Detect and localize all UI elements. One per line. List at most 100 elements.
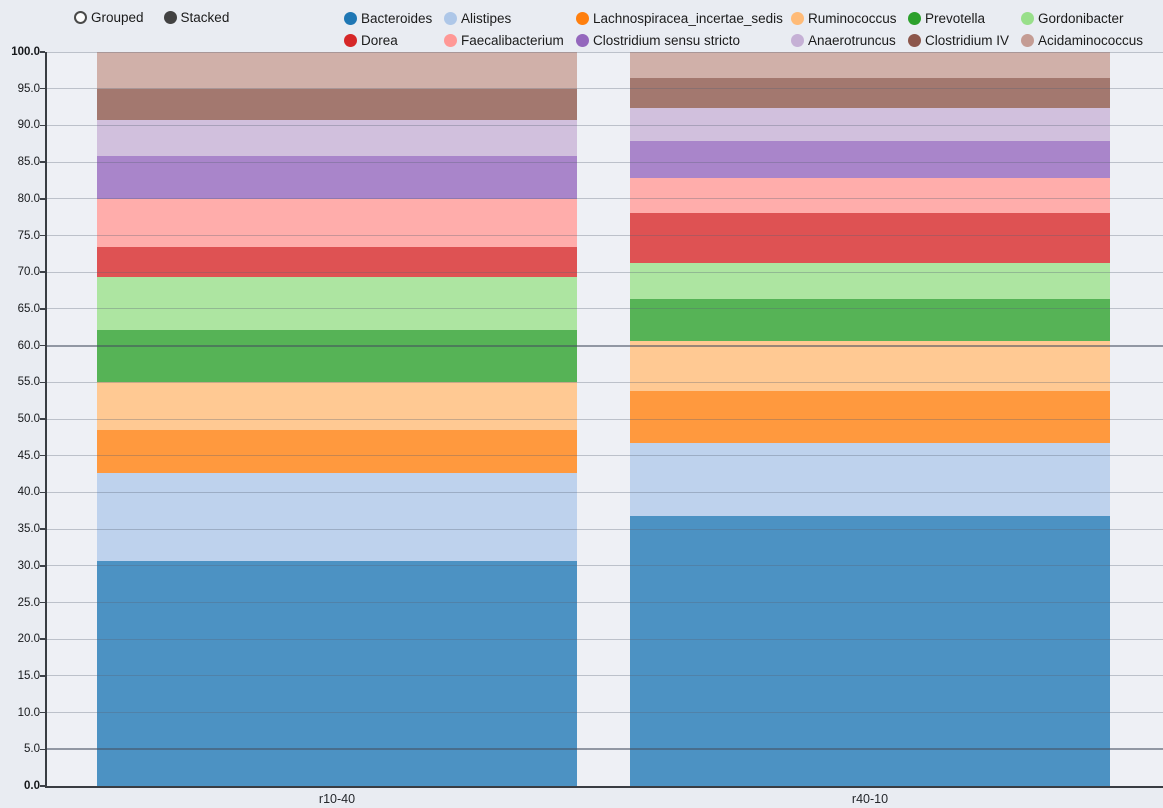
y-tick-label-25.0: 25.0	[17, 596, 40, 609]
legend-label: Anaerotruncus	[808, 32, 896, 48]
bar-segment-ruminococcus[interactable]	[630, 341, 1110, 392]
y-axis-tick	[40, 234, 45, 237]
bar-segment-faecalibacterium[interactable]	[630, 177, 1110, 213]
legend-swatch-icon	[1021, 33, 1034, 47]
x-axis-spine	[44, 785, 1163, 788]
bar-segment-gordonibacter[interactable]	[630, 262, 1110, 300]
legend-item-ruminococcus[interactable]: Ruminococcus	[791, 9, 897, 27]
bar-segment-prevotella[interactable]	[97, 330, 577, 383]
radio-selected-icon[interactable]	[163, 10, 177, 24]
mode-option-grouped[interactable]: Grouped	[74, 10, 144, 25]
y-axis-tick	[40, 161, 45, 163]
y-tick-label-100.0: 100.0	[11, 46, 40, 58]
bar-r40-10	[630, 52, 1110, 786]
legend-item-clostridium-sensu-stricto[interactable]: Clostridium sensu stricto	[576, 31, 740, 49]
y-axis-tick	[40, 381, 45, 384]
y-axis-tick	[40, 528, 45, 530]
y-axis-tick	[40, 87, 45, 90]
x-tick-label-r10-40: r10-40	[318, 792, 356, 806]
y-tick-label-5.0: 5.0	[24, 743, 40, 756]
bar-segment-bacteroides[interactable]	[97, 560, 577, 786]
legend-label: Ruminococcus	[808, 10, 897, 26]
legend-swatch-icon	[1021, 11, 1034, 25]
legend-label: Clostridium IV	[925, 32, 1010, 48]
y-tick-label-30.0: 30.0	[17, 559, 40, 572]
legend-label: Gordonibacter	[1038, 10, 1124, 26]
legend-swatch-icon	[576, 11, 589, 25]
bar-segment-clostridium-iv[interactable]	[630, 77, 1110, 108]
y-tick-label-90.0: 90.0	[17, 119, 40, 132]
bar-segment-anaerotruncus[interactable]	[97, 120, 577, 157]
legend-swatch-icon	[791, 11, 804, 25]
y-tick-label-60.0: 60.0	[17, 339, 40, 352]
y-axis-tick	[40, 198, 45, 200]
legend-item-acidaminococcus[interactable]: Acidaminococcus	[1021, 31, 1143, 49]
y-tick-label-95.0: 95.0	[17, 82, 40, 95]
legend-label: Bacteroides	[361, 10, 433, 26]
y-axis-tick	[40, 124, 45, 127]
y-axis-tick	[40, 454, 45, 457]
legend-swatch-icon	[791, 33, 804, 47]
y-tick-label-65.0: 65.0	[17, 302, 40, 315]
bar-segment-dorea[interactable]	[630, 212, 1110, 263]
y-axis-tick	[40, 675, 45, 677]
bar-segment-acidaminococcus[interactable]	[630, 52, 1110, 78]
bar-segment-lachnospiracea-incertae-sedis[interactable]	[97, 430, 577, 473]
bar-segment-bacteroides[interactable]	[630, 515, 1110, 786]
legend-item-dorea[interactable]: Dorea	[344, 31, 398, 49]
bar-segment-anaerotruncus[interactable]	[630, 107, 1110, 141]
y-tick-label-75.0: 75.0	[17, 229, 40, 242]
y-tick-label-85.0: 85.0	[17, 156, 40, 169]
bar-segment-clostridium-iv[interactable]	[97, 88, 577, 121]
y-tick-label-35.0: 35.0	[17, 523, 40, 536]
legend-label: Acidaminococcus	[1038, 32, 1144, 48]
legend-item-anaerotruncus[interactable]: Anaerotruncus	[791, 31, 896, 49]
bar-segment-alistipes[interactable]	[97, 472, 577, 561]
bar-segment-alistipes[interactable]	[630, 443, 1110, 516]
bar-segment-faecalibacterium[interactable]	[97, 198, 577, 247]
legend-label: Lachnospiracea_incertae_sedis	[593, 10, 783, 26]
y-axis-tick	[40, 711, 45, 714]
bar-segment-acidaminococcus[interactable]	[97, 52, 577, 89]
legend-swatch-icon	[444, 11, 457, 25]
y-axis-tick	[40, 344, 45, 347]
y-tick-label-55.0: 55.0	[17, 376, 40, 389]
legend-swatch-icon	[908, 33, 921, 47]
y-tick-label-50.0: 50.0	[17, 413, 40, 425]
legend-swatch-icon	[444, 33, 457, 47]
bar-segment-lachnospiracea-incertae-sedis[interactable]	[630, 391, 1110, 444]
legend-item-clostridium-iv[interactable]: Clostridium IV	[908, 31, 1009, 49]
bar-segment-prevotella[interactable]	[630, 299, 1110, 342]
y-tick-label-70.0: 70.0	[17, 266, 40, 279]
radio-unselected-icon[interactable]	[74, 10, 87, 24]
legend-label: Dorea	[361, 32, 398, 48]
legend-label: Alistipes	[461, 10, 512, 26]
legend-swatch-icon	[576, 33, 589, 47]
bar-segment-dorea[interactable]	[97, 246, 577, 277]
y-axis-spine	[44, 52, 47, 788]
y-axis-tick	[40, 601, 45, 604]
y-tick-label-15.0: 15.0	[17, 669, 40, 682]
chart-mode-controls: Grouped Stacked	[74, 6, 229, 28]
bar-segment-ruminococcus[interactable]	[97, 382, 577, 431]
mode-option-stacked[interactable]: Stacked	[163, 9, 230, 25]
y-axis-tick	[40, 565, 45, 567]
mode-stacked-label: Stacked	[180, 9, 230, 25]
y-axis-tick	[40, 51, 45, 53]
y-axis-tick	[40, 491, 45, 494]
y-axis-tick	[40, 748, 45, 751]
bar-segment-clostridium-sensu-stricto[interactable]	[630, 140, 1110, 178]
y-axis-tick	[40, 785, 45, 787]
legend-item-alistipes[interactable]: Alistipes	[444, 9, 511, 27]
legend-item-bacteroides[interactable]: Bacteroides	[344, 9, 432, 27]
bar-segment-gordonibacter[interactable]	[97, 276, 577, 331]
legend-swatch-icon	[344, 11, 357, 25]
legend-item-gordonibacter[interactable]: Gordonibacter	[1021, 9, 1124, 27]
legend-item-prevotella[interactable]: Prevotella	[908, 9, 985, 27]
legend-label: Prevotella	[925, 10, 986, 26]
legend-item-faecalibacterium[interactable]: Faecalibacterium	[444, 31, 564, 49]
y-tick-label-10.0: 10.0	[17, 706, 40, 719]
bar-segment-clostridium-sensu-stricto[interactable]	[97, 156, 577, 199]
legend-item-lachnospiracea-incertae-sedis[interactable]: Lachnospiracea_incertae_sedis	[576, 9, 783, 27]
